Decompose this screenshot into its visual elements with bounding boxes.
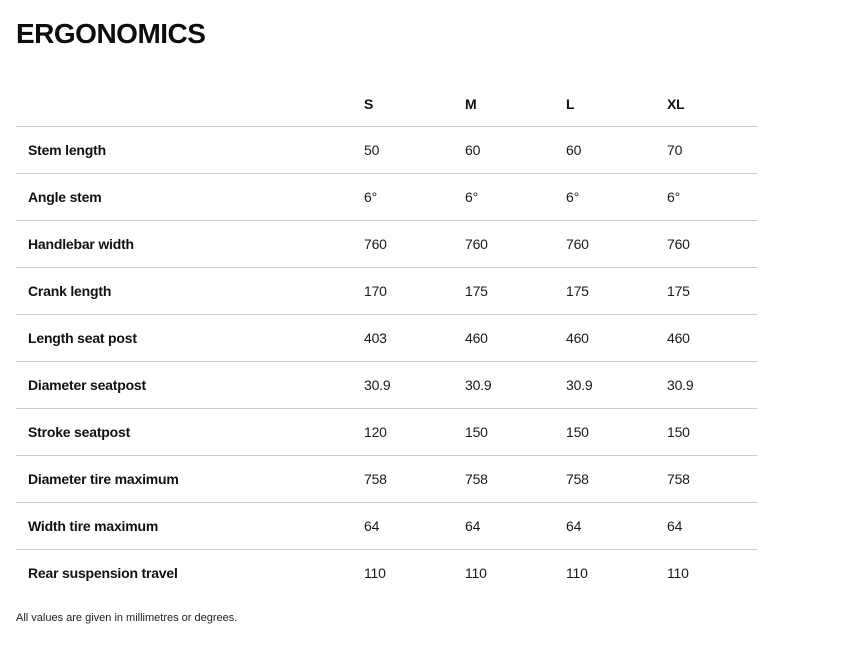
cell-value: 110 [465,565,487,581]
cell-value: 30.9 [364,377,391,393]
cell-value: 150 [566,424,589,440]
cell-value: 758 [364,471,387,487]
cell-value: 150 [465,424,488,440]
row-label: Stem length [28,142,106,158]
cell-value: 110 [667,565,689,581]
cell-value: 758 [667,471,690,487]
table-header-row: S M L XL [16,81,757,127]
cell-value: 6° [364,189,377,205]
row-label: Rear suspension travel [28,565,178,581]
column-header-s: S [364,81,465,127]
row-label: Angle stem [28,189,102,205]
cell-value: 110 [364,565,386,581]
cell-value: 30.9 [465,377,492,393]
cell-value: 175 [465,283,488,299]
table-row: Diameter tire maximum 758 758 758 758 [16,455,757,503]
cell-value: 6° [667,189,680,205]
cell-value: 50 [364,142,380,158]
column-header-xl: XL [667,81,757,127]
cell-value: 758 [465,471,488,487]
cell-value: 110 [566,565,588,581]
table-body: Stem length 50 60 60 70 Angle stem 6° 6° 6° 6° Han… [16,127,757,597]
row-label: Length seat post [28,330,137,346]
table-row: Handlebar width 760 760 760 760 [16,220,757,268]
cell-value: 760 [566,236,589,252]
cell-value: 60 [566,142,582,158]
cell-value: 175 [667,283,690,299]
cell-value: 60 [465,142,481,158]
table-row: Rear suspension travel 110 110 110 110 [16,549,757,597]
cell-value: 6° [566,189,579,205]
cell-value: 30.9 [566,377,593,393]
row-label: Width tire maximum [28,518,159,534]
table-row: Diameter seatpost 30.9 30.9 30.9 30.9 [16,361,757,409]
cell-value: 460 [465,330,488,346]
cell-value: 70 [667,142,683,158]
cell-value: 460 [667,330,690,346]
cell-value: 120 [364,424,387,440]
row-label: Handlebar width [28,236,134,252]
cell-value: 760 [465,236,488,252]
table-row: Stem length 50 60 60 70 [16,127,757,174]
ergonomics-table: S M L XL Stem length 50 60 60 70 Angle stem 6° 6° 6… [16,81,757,596]
table-row: Stroke seatpost 120 150 150 150 [16,408,757,456]
cell-value: 64 [364,518,380,534]
table-row: Length seat post 403 460 460 460 [16,314,757,362]
cell-value: 758 [566,471,589,487]
footnote: All values are given in millimetres or d… [16,612,238,624]
cell-value: 30.9 [667,377,694,393]
column-header-m: M [465,81,566,127]
cell-value: 64 [566,518,582,534]
cell-value: 64 [667,518,683,534]
cell-value: 175 [566,283,589,299]
row-label: Stroke seatpost [28,424,131,440]
cell-value: 6° [465,189,478,205]
cell-value: 760 [364,236,387,252]
row-label: Diameter tire maximum [28,471,179,487]
column-header-spec [16,81,364,127]
cell-value: 403 [364,330,387,346]
table-row: Crank length 170 175 175 175 [16,267,757,315]
table-row: Width tire maximum 64 64 64 64 [16,502,757,550]
cell-value: 170 [364,283,387,299]
column-header-l: L [566,81,667,127]
row-label: Diameter seatpost [28,377,146,393]
table-row: Angle stem 6° 6° 6° 6° [16,173,757,221]
row-label: Crank length [28,283,112,299]
cell-value: 760 [667,236,690,252]
page-title: ERGONOMICS [16,18,206,49]
cell-value: 150 [667,424,690,440]
cell-value: 460 [566,330,589,346]
cell-value: 64 [465,518,481,534]
